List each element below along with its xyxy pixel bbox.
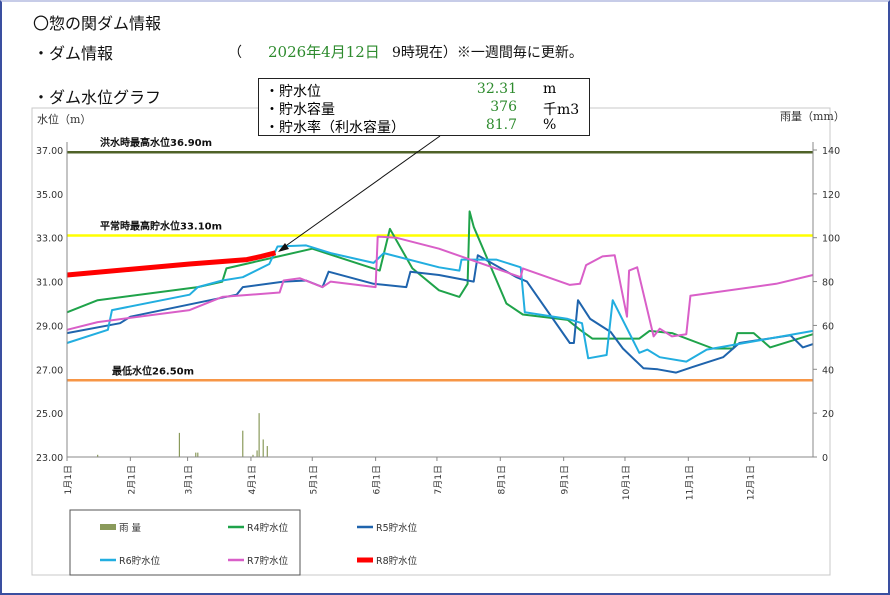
x-tick-label: 12月1日 [746, 465, 757, 500]
y-tick-label: 31.00 [36, 278, 63, 289]
paren-open: （ [228, 45, 242, 61]
legend-label: R5貯水位 [376, 522, 418, 534]
y-tick-label: 27.00 [36, 365, 63, 376]
x-tick-label: 5月1日 [308, 465, 319, 494]
graph-label: ・ダム水位グラフ [33, 88, 162, 107]
y-tick-label: 25.00 [36, 409, 63, 420]
x-tick-label: 6月1日 [372, 465, 383, 494]
legend-label: R7貯水位 [247, 555, 289, 567]
series-line-R6貯水位 [66, 244, 814, 363]
x-tick-label: 3月1日 [184, 465, 195, 494]
info-unit: % [543, 117, 557, 133]
series-line-R7貯水位 [66, 235, 814, 338]
info-unit: 千m3 [543, 102, 580, 118]
x-tick-label: 7月1日 [433, 465, 444, 494]
annotation-arrow [279, 135, 441, 251]
reference-line-label: 最低水位26.50m [112, 364, 194, 377]
info-value: 81.7 [485, 117, 517, 133]
x-tick-label: 11月1日 [684, 465, 695, 500]
legend-label: R4貯水位 [247, 522, 289, 534]
legend-label: R6貯水位 [119, 555, 161, 567]
y2-tick-label: 80 [822, 278, 834, 289]
y2-tick-label: 60 [822, 321, 834, 332]
y2-tick-label: 20 [822, 409, 834, 420]
x-tick-label: 9月1日 [560, 465, 571, 494]
x-tick-label: 1月1日 [63, 465, 74, 494]
info-row-rate: ・貯水率（利水容量） 81.7 % [265, 117, 585, 136]
legend [69, 509, 301, 576]
x-tick-label: 4月1日 [247, 465, 258, 494]
info-label: ・貯水位 [265, 84, 321, 100]
info-row-volume: ・貯水容量 376 千m3 [265, 99, 585, 118]
update-date: 2026年4月12日 [268, 43, 380, 61]
y-tick-label: 35.00 [36, 190, 63, 201]
y-axis-label: 水位（m） [37, 112, 91, 126]
arrow-head-icon [278, 243, 289, 252]
y2-tick-label: 140 [822, 146, 840, 157]
info-label: ・貯水容量 [265, 102, 335, 118]
y2-tick-label: 0 [822, 453, 828, 464]
x-tick-label: 10月1日 [621, 465, 632, 500]
info-value: 376 [490, 99, 517, 115]
legend-label: 雨 量 [119, 523, 142, 534]
legend-label: R8貯水位 [376, 555, 418, 567]
y-tick-label: 33.00 [36, 234, 63, 245]
y-tick-label: 37.00 [36, 146, 63, 157]
x-tick-label: 8月1日 [496, 465, 507, 494]
y2-axis-label: 雨量（mm） [780, 110, 845, 123]
chart-area [31, 107, 831, 576]
y2-tick-label: 100 [822, 234, 840, 245]
info-box: ・貯水位 32.31 m ・貯水容量 376 千m3 ・貯水率（利水容量） 81… [258, 78, 590, 136]
page-title: 〇惣の関ダム情報 [33, 14, 162, 33]
series-line-R4貯水位 [66, 210, 814, 350]
y-tick-label: 23.00 [36, 453, 63, 464]
legend-swatch [100, 524, 116, 530]
update-note: 9時現在）※一週間毎に更新。 [392, 45, 583, 61]
x-tick-label: 2月1日 [126, 465, 137, 494]
y2-tick-label: 120 [822, 190, 840, 201]
dam-info-label: ・ダム情報 [33, 44, 114, 63]
series-line-R8貯水位 [66, 250, 277, 278]
info-row-level: ・貯水位 32.31 m [265, 81, 585, 100]
reference-line-label: 洪水時最高水位36.90m [100, 136, 212, 149]
info-label: ・貯水率（利水容量） [265, 120, 405, 136]
info-value: 32.31 [476, 81, 517, 97]
reference-line-label: 平常時最高貯水位33.10m [100, 220, 222, 233]
y2-tick-label: 40 [822, 365, 834, 376]
info-unit: m [543, 81, 557, 97]
y-tick-label: 29.00 [36, 321, 63, 332]
